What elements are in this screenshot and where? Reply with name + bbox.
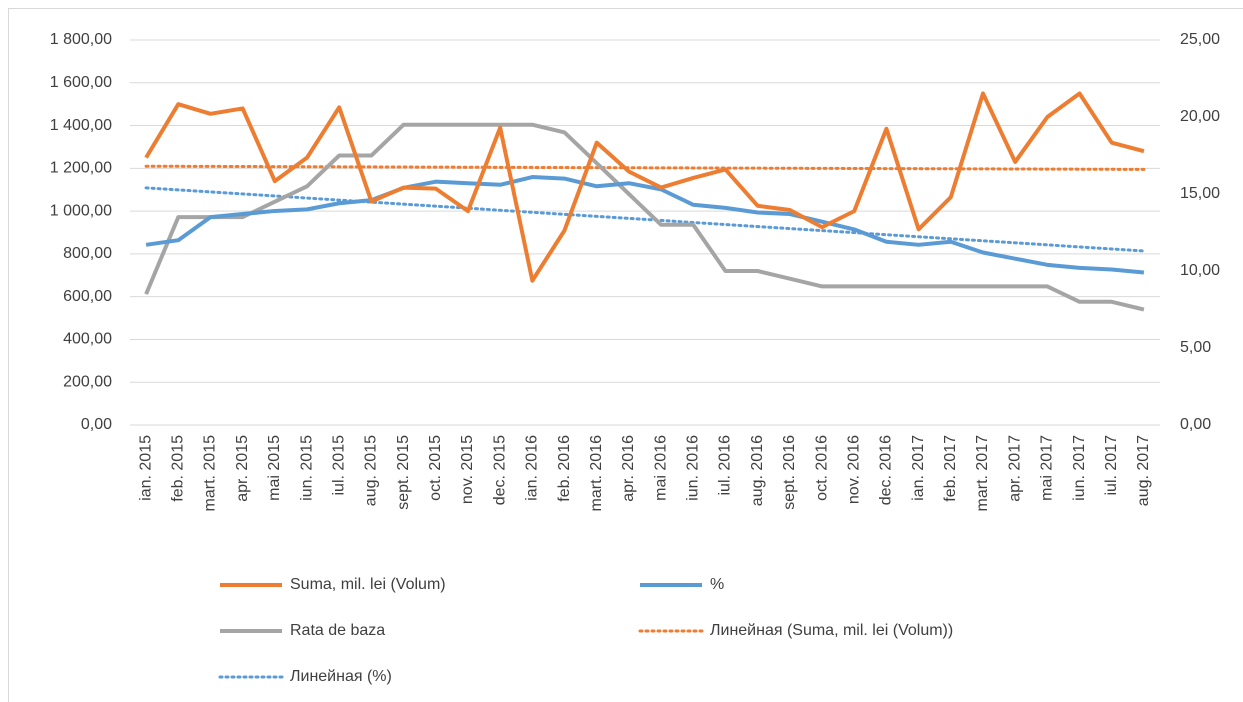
x-tick-label: iul. 2016: [717, 435, 734, 496]
trendline: [144, 186, 1146, 253]
trendline: [144, 164, 1146, 171]
y-tick-label: 600,00: [63, 288, 112, 305]
y2-tick-label: 15,00: [1180, 185, 1220, 202]
y-tick-label: 1 600,00: [50, 74, 112, 91]
x-tick-label: apr. 2017: [1006, 435, 1023, 502]
x-tick-label: mai 2015: [266, 435, 283, 501]
x-tick-label: iul. 2015: [330, 435, 347, 496]
y2-tick-label: 20,00: [1180, 108, 1220, 125]
x-tick-label: mart. 2015: [202, 435, 219, 512]
legend-label: Suma, mil. lei (Volum): [290, 576, 446, 593]
y-tick-label: 800,00: [63, 245, 112, 262]
chart-frame: [8, 8, 1243, 702]
y-tick-label: 1 000,00: [50, 202, 112, 219]
x-tick-label: mai 2016: [652, 435, 669, 501]
y-tick-label: 0,00: [81, 416, 112, 433]
x-tick-label: nov. 2016: [845, 435, 862, 504]
x-tick-label: oct. 2015: [427, 435, 444, 501]
x-tick-label: ian. 2017: [910, 435, 927, 501]
x-tick-label: apr. 2015: [234, 435, 251, 502]
x-tick-label: iun. 2017: [1071, 435, 1088, 501]
x-tick-label: oct. 2016: [813, 435, 830, 501]
legend-label: Линейная (Suma, mil. lei (Volum)): [710, 622, 953, 639]
y-tick-label: 200,00: [63, 373, 112, 390]
y-tick-label: 1 400,00: [50, 117, 112, 134]
legend-label: Линейная (%): [290, 668, 392, 685]
y2-tick-label: 10,00: [1180, 262, 1220, 279]
y-tick-label: 400,00: [63, 331, 112, 348]
x-tick-label: dec. 2015: [491, 435, 508, 505]
x-tick-label: mai 2017: [1039, 435, 1056, 501]
x-tick-label: aug. 2016: [749, 435, 766, 506]
x-tick-label: ian. 2015: [137, 435, 154, 501]
legend-label: Rata de baza: [290, 622, 385, 639]
x-tick-label: sept. 2016: [781, 435, 798, 510]
x-tick-label: mart. 2017: [974, 435, 991, 512]
x-tick-label: ian. 2016: [524, 435, 541, 501]
series-line: [144, 91, 1145, 283]
x-tick-label: aug. 2017: [1135, 435, 1152, 506]
x-tick-label: iun. 2015: [298, 435, 315, 501]
legend-label: %: [710, 576, 724, 593]
series-line: [144, 122, 1145, 312]
y2-tick-label: 5,00: [1180, 339, 1211, 356]
x-tick-label: iul. 2017: [1103, 435, 1120, 496]
y-tick-label: 1 200,00: [50, 160, 112, 177]
x-tick-label: apr. 2016: [620, 435, 637, 502]
x-tick-label: dec. 2016: [878, 435, 895, 505]
x-tick-label: mart. 2016: [588, 435, 605, 512]
x-tick-label: aug. 2015: [363, 435, 380, 506]
x-tick-label: feb. 2016: [556, 435, 573, 502]
x-tick-label: feb. 2015: [170, 435, 187, 502]
x-tick-label: feb. 2017: [942, 435, 959, 502]
x-tick-label: sept. 2015: [395, 435, 412, 510]
y2-tick-label: 25,00: [1180, 31, 1220, 48]
series-line: [145, 175, 1145, 275]
y-tick-label: 1 800,00: [50, 31, 112, 48]
x-tick-label: nov. 2015: [459, 435, 476, 504]
x-tick-label: iun. 2016: [685, 435, 702, 501]
y2-tick-label: 0,00: [1180, 416, 1211, 433]
